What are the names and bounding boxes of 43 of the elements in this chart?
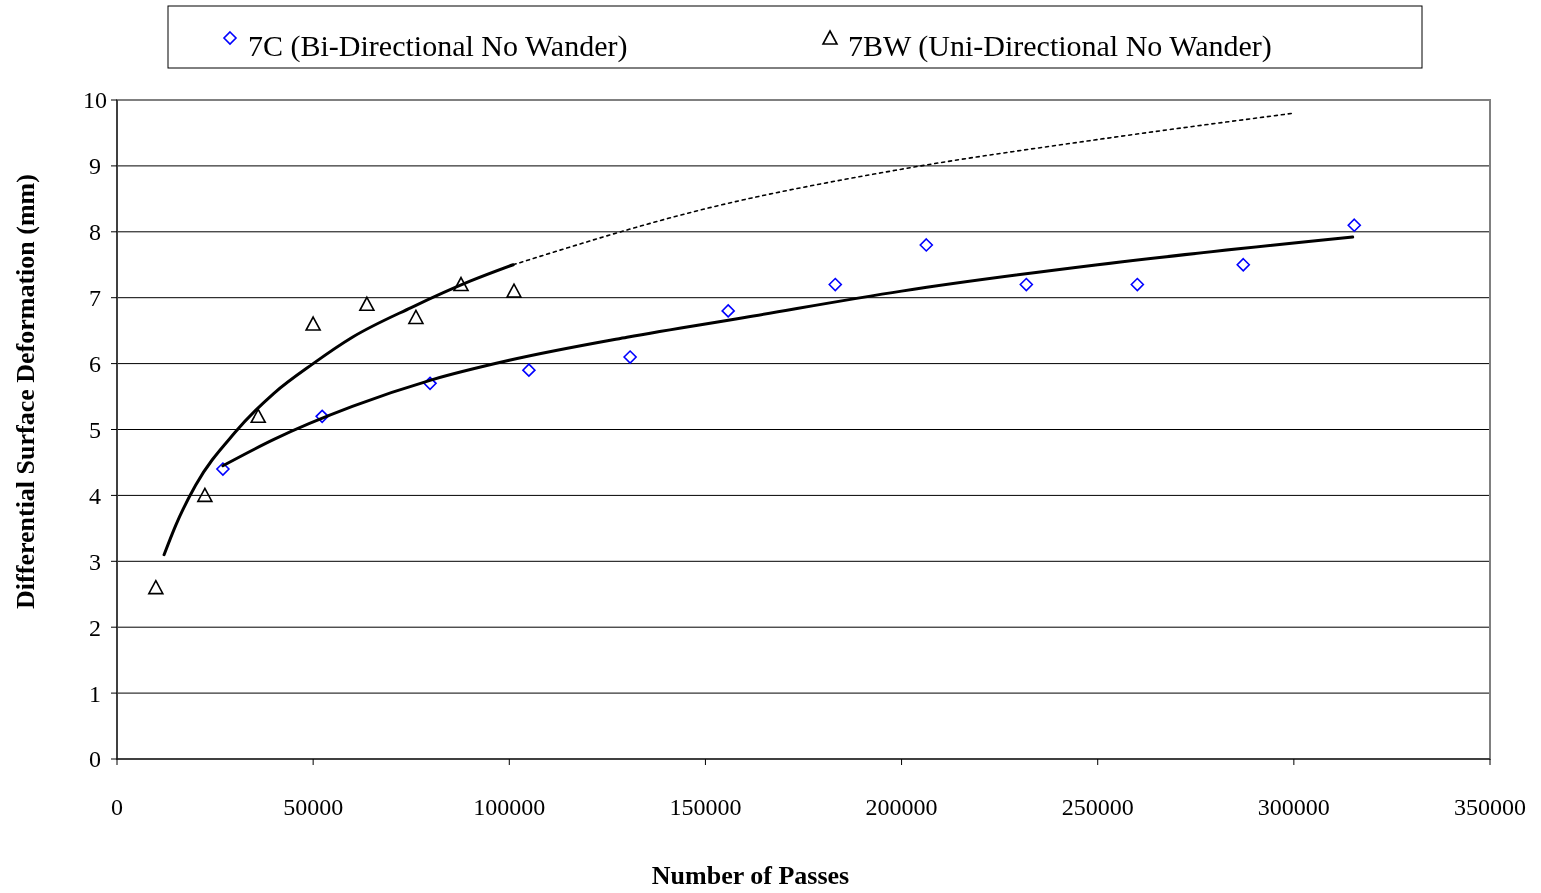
point bbox=[1019, 277, 1034, 292]
point bbox=[408, 309, 424, 325]
point bbox=[919, 238, 934, 252]
point bbox=[828, 277, 843, 292]
x-tick-label: 50000 bbox=[283, 794, 344, 820]
legend-label: 7BW (Uni-Directional No Wander) bbox=[848, 29, 1272, 63]
point bbox=[623, 350, 637, 364]
y-tick-label: 8 bbox=[89, 219, 101, 246]
point bbox=[250, 408, 267, 424]
point bbox=[197, 487, 213, 503]
x-tick-label: 300000 bbox=[1257, 794, 1330, 820]
point bbox=[423, 376, 437, 391]
x-tick-label: 200000 bbox=[865, 794, 938, 820]
point bbox=[1236, 257, 1251, 272]
y-tick-label: 1 bbox=[89, 680, 101, 707]
legend-label: 7C (Bi-Directional No Wander) bbox=[248, 29, 628, 63]
point bbox=[1347, 218, 1362, 233]
y-axis-title: Differential Surface Deformation (mm) bbox=[11, 174, 40, 609]
y-tick-label: 6 bbox=[89, 351, 101, 377]
point bbox=[359, 296, 375, 312]
point bbox=[522, 363, 536, 377]
y-tick-label: 3 bbox=[89, 548, 101, 575]
x-axis-title: Number of Passes bbox=[651, 861, 850, 890]
y-tick-label: 5 bbox=[89, 416, 101, 443]
point bbox=[305, 316, 321, 331]
point bbox=[721, 304, 735, 318]
x-tick-label: 100000 bbox=[473, 794, 546, 820]
y-tick-label: 0 bbox=[89, 746, 101, 773]
point bbox=[506, 283, 522, 298]
x-tick-label: 0 bbox=[111, 794, 123, 820]
point bbox=[148, 579, 164, 595]
point bbox=[216, 462, 230, 476]
x-tick-label: 150000 bbox=[669, 794, 742, 820]
y-tick-label: 7 bbox=[89, 285, 101, 312]
y-tick-label: 9 bbox=[89, 153, 101, 180]
point bbox=[1130, 277, 1145, 292]
y-tick-label: 2 bbox=[89, 614, 101, 641]
y-tick-label: 4 bbox=[89, 482, 101, 509]
point bbox=[315, 409, 329, 424]
point bbox=[453, 276, 469, 292]
x-tick-label: 250000 bbox=[1061, 794, 1134, 820]
y-tick-label: 10 bbox=[83, 87, 107, 114]
x-tick-label: 350000 bbox=[1454, 794, 1526, 820]
